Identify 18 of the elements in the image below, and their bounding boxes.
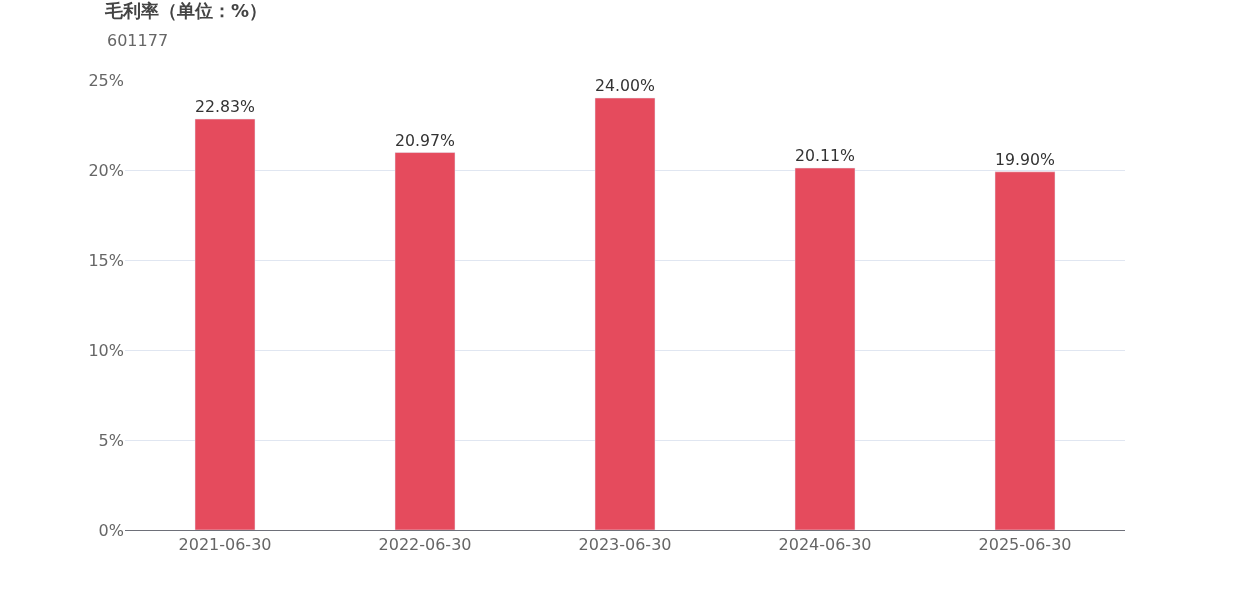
y-tick-label: 20% (88, 160, 124, 180)
y-tick-label: 15% (88, 250, 124, 270)
data-label: 22.83% (195, 97, 256, 117)
y-tick-label: 25% (88, 70, 124, 90)
data-label: 20.11% (795, 146, 856, 166)
chart-title: 毛利率（单位：%） (104, 0, 268, 21)
data-label: 20.97% (395, 130, 456, 150)
y-tick-label: 10% (88, 340, 124, 360)
data-label: 24.00% (595, 76, 656, 96)
x-tick-label: 2024-06-30 (778, 535, 872, 555)
x-tick-label: 2023-06-30 (578, 535, 672, 555)
y-tick-label: 5% (98, 430, 124, 450)
x-tick-label: 2022-06-30 (378, 535, 472, 555)
y-tick-label: 0% (98, 520, 124, 540)
chart-subtitle: 601177 (107, 31, 169, 50)
data-label: 19.90% (995, 149, 1056, 169)
x-tick-label: 2021-06-30 (178, 535, 272, 555)
x-tick-label: 2025-06-30 (978, 535, 1072, 555)
